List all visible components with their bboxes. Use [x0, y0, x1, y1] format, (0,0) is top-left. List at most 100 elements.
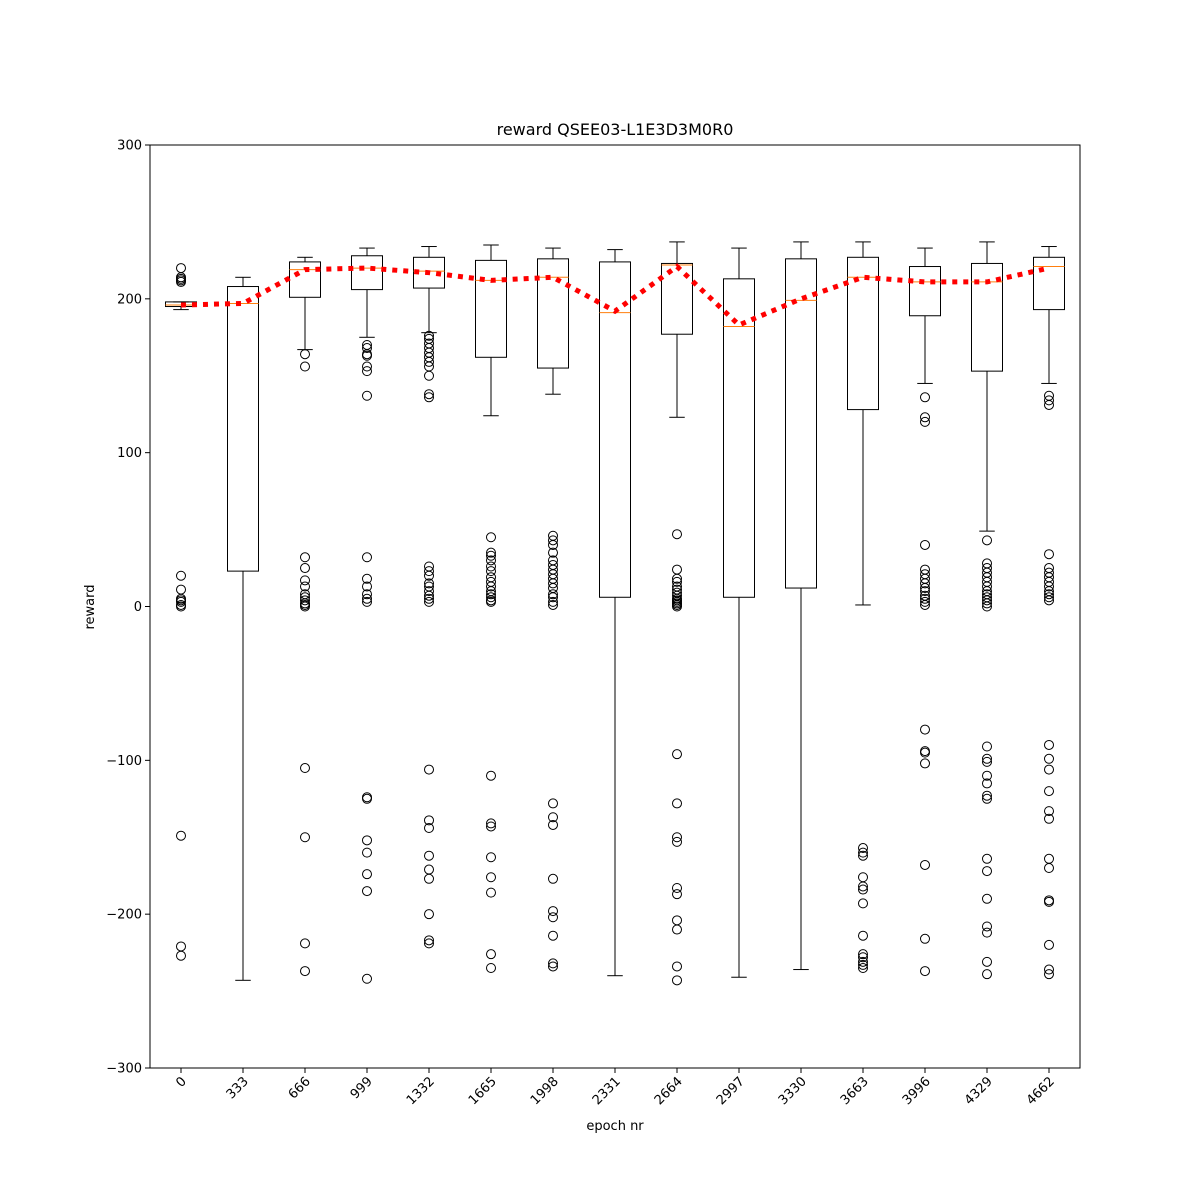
flier-point — [548, 819, 558, 830]
box — [723, 278, 755, 598]
flier-point — [672, 564, 682, 575]
flier-point — [548, 592, 558, 603]
x-tick-label: 4329 — [962, 1074, 996, 1108]
flier-point — [982, 853, 992, 864]
flier-point — [424, 764, 434, 775]
flier-point — [424, 909, 434, 920]
flier-point — [1044, 939, 1054, 950]
flier-point — [1044, 399, 1054, 410]
flier-point — [362, 361, 372, 372]
flier-point — [424, 586, 434, 597]
flier-point — [982, 927, 992, 938]
flier-point — [858, 956, 868, 967]
flier-point — [486, 963, 496, 974]
flier-point — [920, 539, 930, 550]
flier-point — [486, 821, 496, 832]
flier-point — [672, 576, 682, 587]
flier-point — [982, 956, 992, 967]
flier-point — [672, 883, 682, 894]
flier-point — [1044, 595, 1054, 606]
x-tick-label: 666 — [286, 1074, 314, 1102]
flier-point — [920, 933, 930, 944]
flier-point — [176, 950, 186, 961]
flier-point — [300, 361, 310, 372]
flier-point — [176, 601, 186, 612]
flier-point — [424, 578, 434, 589]
flier-point — [920, 392, 930, 403]
flier-point — [858, 847, 868, 858]
flier-point — [982, 535, 992, 546]
flier-point — [1044, 753, 1054, 764]
flier-point — [548, 798, 558, 809]
flier-point — [858, 949, 868, 960]
flier-point — [424, 873, 434, 884]
flier-point — [176, 570, 186, 581]
flier-point — [672, 836, 682, 847]
flier-point — [920, 578, 930, 589]
boxes-layer — [165, 241, 1065, 986]
flier-point — [672, 529, 682, 540]
flier-point — [300, 552, 310, 563]
flier-point — [362, 390, 372, 401]
box-group-3663 — [847, 241, 879, 974]
flier-point — [548, 535, 558, 546]
flier-point — [1044, 853, 1054, 864]
chart-title: reward QSEE03-L1E3D3M0R0 — [497, 120, 734, 139]
y-tick-label: 300 — [117, 139, 142, 154]
flier-point — [672, 915, 682, 926]
x-tick-label: 1998 — [528, 1074, 562, 1108]
flier-point — [858, 850, 868, 861]
flier-point — [362, 343, 372, 354]
flier-point — [362, 573, 372, 584]
flier-point — [920, 724, 930, 735]
flier-point — [486, 555, 496, 566]
flier-point — [672, 924, 682, 935]
box-group-3996 — [909, 247, 941, 977]
flier-point — [424, 356, 434, 367]
flier-point — [424, 815, 434, 826]
x-tick-label: 1332 — [404, 1074, 438, 1108]
flier-point — [300, 938, 310, 949]
flier-point — [300, 563, 310, 574]
flier-point — [1044, 863, 1054, 874]
flier-point — [548, 873, 558, 884]
mean-line-layer — [180, 263, 1050, 328]
flier-point — [362, 581, 372, 592]
box-group-2664 — [661, 241, 693, 986]
flier-point — [424, 935, 434, 946]
flier-point — [486, 550, 496, 561]
x-axis: 0 333 666 999 1332 1665 1998 2331 2664 2997 3330 36… — [173, 1068, 1058, 1108]
flier-point — [424, 330, 434, 341]
box-group-2997 — [723, 247, 755, 978]
flier-point — [858, 952, 868, 963]
flier-point — [424, 389, 434, 400]
flier-point — [672, 573, 682, 584]
x-tick-label: 4662 — [1024, 1074, 1058, 1108]
flier-point — [548, 599, 558, 610]
flier-point — [486, 852, 496, 863]
box-group-0 — [165, 263, 197, 961]
flier-point — [548, 958, 558, 969]
flier-point — [362, 593, 372, 604]
flier-point — [548, 589, 558, 600]
flier-point — [362, 835, 372, 846]
x-tick-label: 2664 — [652, 1074, 686, 1108]
flier-point — [672, 749, 682, 760]
flier-point — [858, 884, 868, 895]
box-group-1332 — [413, 246, 445, 949]
flier-point — [920, 966, 930, 977]
box-group-3330 — [785, 241, 817, 971]
flier-point — [548, 912, 558, 923]
flier-point — [548, 812, 558, 823]
x-tick-label: 999 — [348, 1074, 376, 1102]
flier-point — [672, 975, 682, 986]
flier-point — [424, 850, 434, 861]
flier-point — [1044, 589, 1054, 600]
y-tick-label: −100 — [106, 754, 142, 769]
flier-point — [982, 598, 992, 609]
flier-point — [982, 969, 992, 980]
flier-point — [424, 570, 434, 581]
y-tick-label: 200 — [117, 292, 142, 307]
flier-point — [672, 832, 682, 843]
flier-point — [486, 887, 496, 898]
